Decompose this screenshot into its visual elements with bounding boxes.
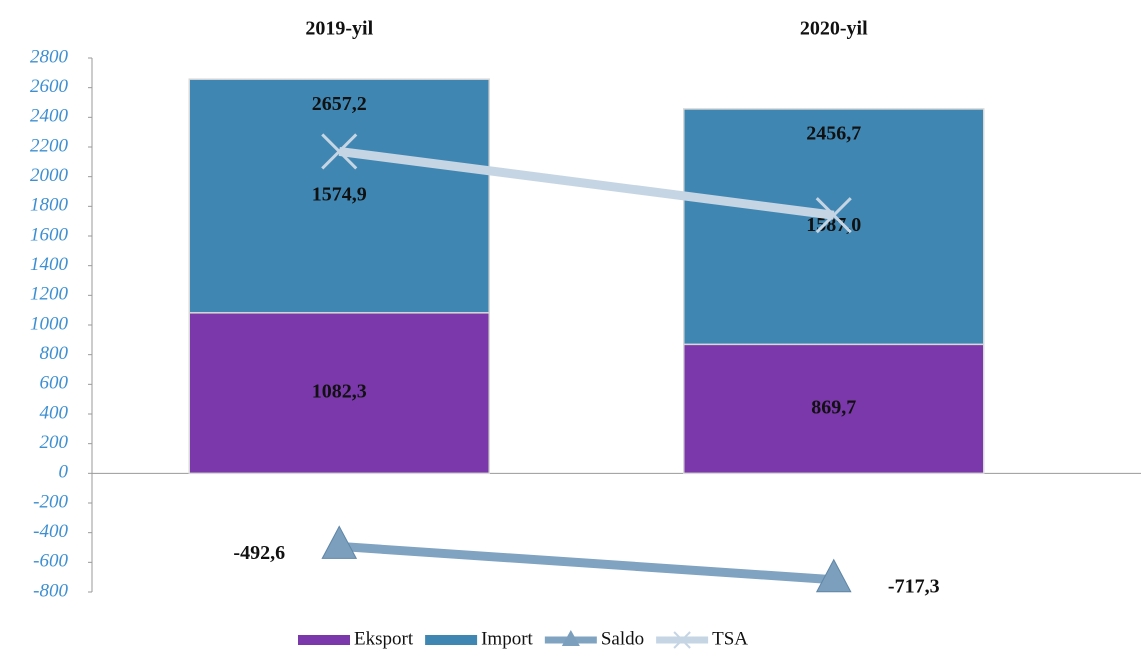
y-tick-label: 2400	[30, 106, 69, 127]
y-tick-label: 800	[40, 343, 69, 364]
y-tick-label: 1800	[30, 195, 69, 216]
bar-segment	[188, 78, 490, 314]
category-label: 2019-yil	[305, 18, 373, 40]
y-tick-label: 1400	[30, 254, 69, 275]
y-tick-label: 2200	[30, 135, 69, 156]
bar-segment	[188, 312, 490, 475]
data-label: -717,3	[888, 575, 940, 597]
category-label: 2020-yil	[800, 18, 868, 40]
line-series	[338, 146, 835, 220]
y-tick-label: 1600	[30, 224, 69, 245]
marker	[321, 133, 358, 170]
y-tick-label: 200	[40, 432, 69, 453]
legend-label: Import	[481, 628, 533, 649]
y-tick-label: -200	[33, 491, 68, 512]
data-label: 1082,3	[312, 381, 367, 403]
data-label: 869,7	[811, 396, 856, 418]
y-tick-label: 400	[40, 402, 69, 423]
y-tick-label: 2000	[30, 165, 69, 186]
total-label: 2657,2	[312, 93, 367, 115]
y-tick-label: -800	[33, 580, 68, 601]
y-tick-label: 0	[59, 462, 69, 483]
data-label: 1587,0	[806, 214, 861, 236]
y-tick-label: 1200	[30, 284, 69, 305]
bar-segment	[683, 108, 985, 346]
y-tick-label: -400	[33, 521, 68, 542]
bar-segment	[683, 343, 985, 475]
data-label: -492,6	[233, 542, 285, 564]
legend-label: TSA	[712, 628, 748, 649]
marker	[321, 525, 358, 559]
y-tick-label: 1000	[30, 313, 69, 334]
legend-label: Saldo	[601, 628, 644, 649]
y-tick-label: 2800	[30, 46, 69, 67]
marker	[815, 558, 852, 593]
legend-swatch	[425, 635, 478, 645]
legend-marker	[561, 630, 580, 646]
legend-label: Eksport	[354, 628, 414, 649]
data-label: 1574,9	[312, 184, 367, 206]
y-tick-label: -600	[33, 551, 68, 572]
legend-swatch	[298, 635, 350, 645]
legend-marker	[673, 631, 691, 649]
line-series	[338, 541, 835, 585]
y-tick-label: 2600	[30, 76, 69, 97]
total-label: 2456,7	[806, 123, 861, 145]
marker	[815, 197, 852, 234]
y-tick-label: 600	[40, 373, 69, 394]
